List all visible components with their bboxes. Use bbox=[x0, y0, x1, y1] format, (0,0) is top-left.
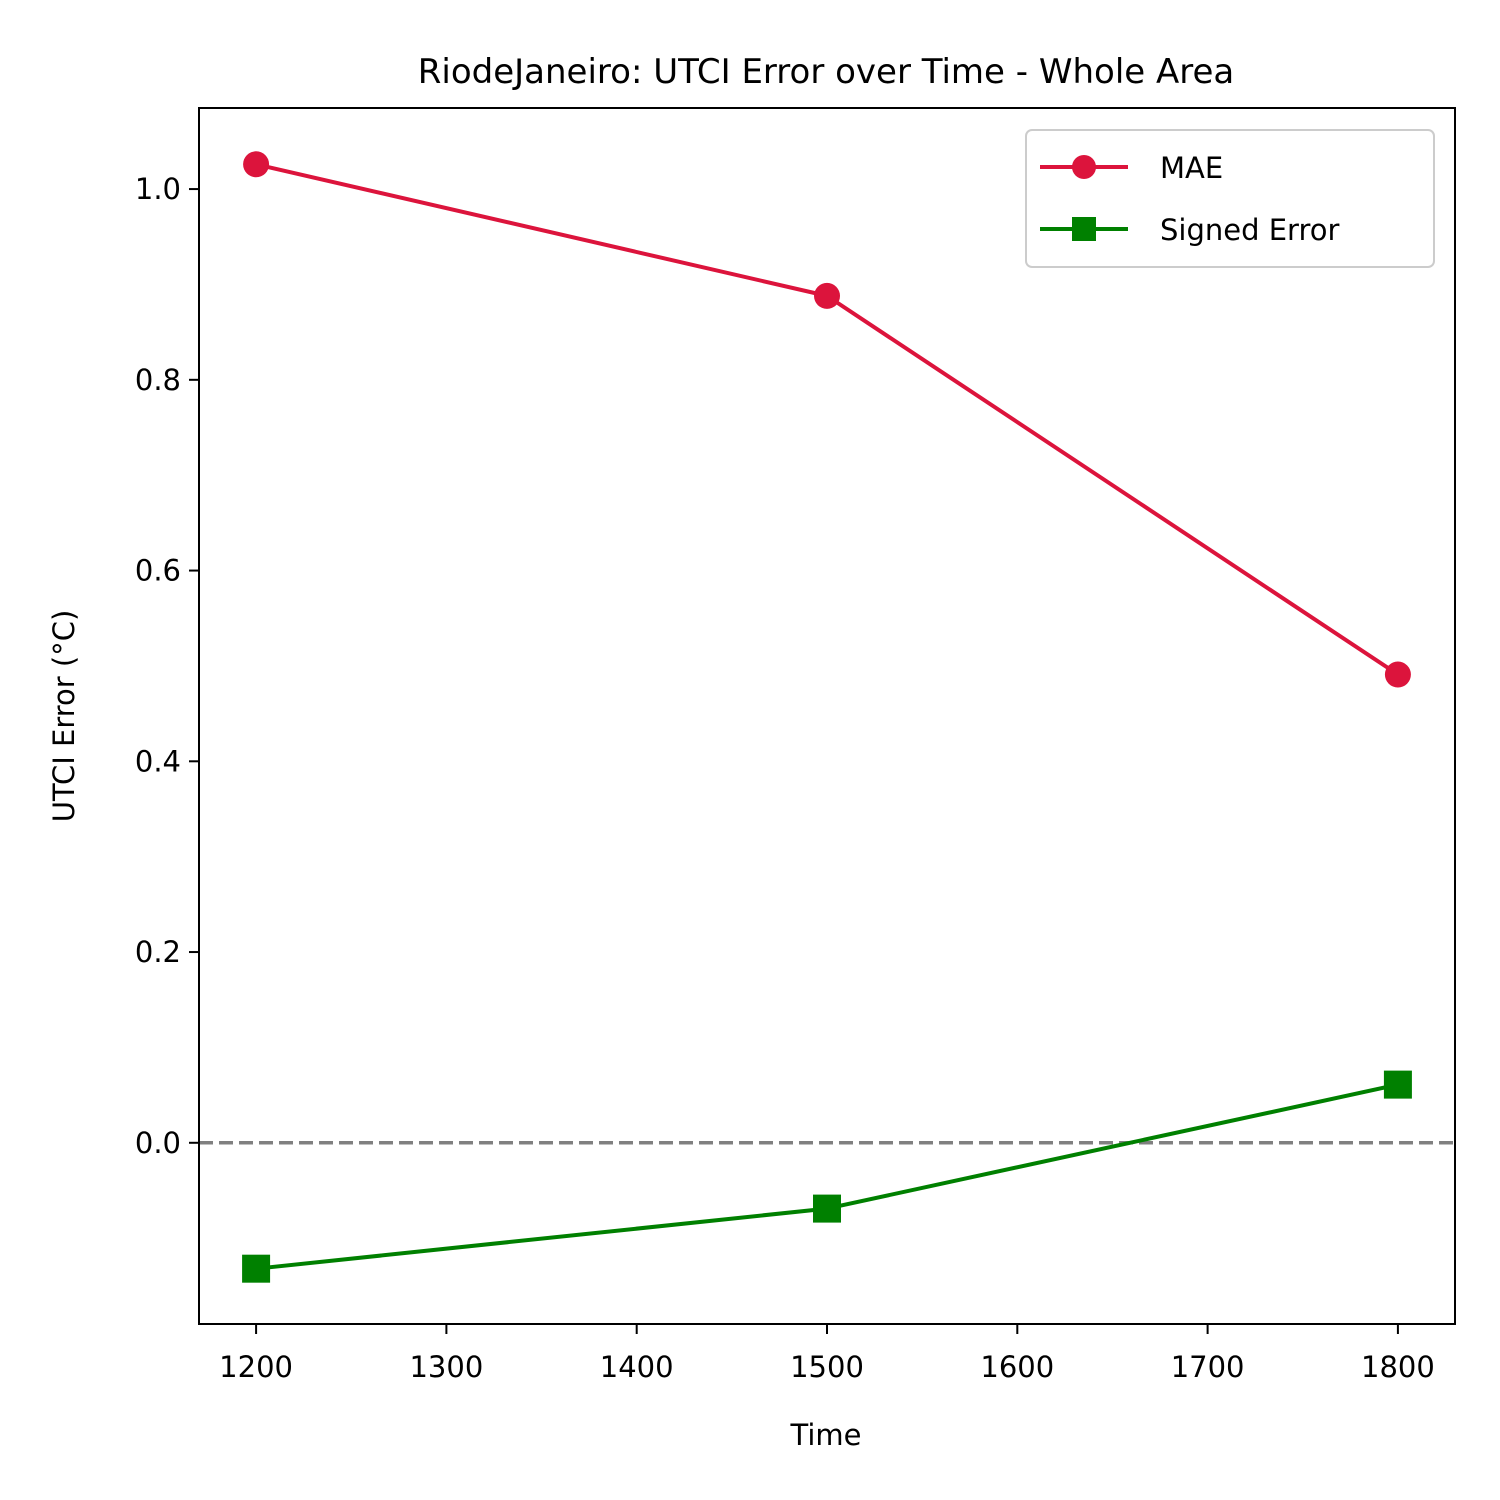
y-tick-label: 1.0 bbox=[135, 172, 181, 206]
x-tick-label: 1300 bbox=[409, 1350, 483, 1384]
y-tick-label: 0.6 bbox=[135, 554, 181, 588]
chart-title: RiodeJaneiro: UTCI Error over Time - Who… bbox=[418, 52, 1234, 92]
x-tick-label: 1200 bbox=[219, 1350, 293, 1384]
legend-marker-signed-error bbox=[1072, 217, 1096, 241]
legend-label-mae: MAE bbox=[1160, 151, 1223, 185]
y-tick-label: 0.4 bbox=[135, 744, 181, 778]
y-axis: 0.0 0.2 0.4 0.6 0.8 1.0 bbox=[135, 172, 199, 1160]
data-point-signed-error bbox=[813, 1194, 841, 1223]
y-tick-label: 0.0 bbox=[135, 1126, 181, 1160]
y-axis-label: UTCI Error (°C) bbox=[47, 610, 81, 823]
legend-item-mae: MAE bbox=[1040, 151, 1223, 185]
x-axis: 1200 1300 1400 1500 1600 1700 1800 bbox=[219, 1324, 1435, 1384]
x-tick-label: 1400 bbox=[600, 1350, 674, 1384]
data-point-signed-error bbox=[1383, 1070, 1412, 1099]
x-axis-label: Time bbox=[790, 1418, 862, 1452]
legend-label-signed-error: Signed Error bbox=[1160, 213, 1339, 247]
x-tick-label: 1700 bbox=[1171, 1350, 1245, 1384]
series-layer bbox=[242, 151, 1412, 1283]
legend-item-signed-error: Signed Error bbox=[1040, 213, 1339, 247]
data-point-mae bbox=[814, 282, 840, 309]
x-tick-label: 1800 bbox=[1361, 1350, 1435, 1384]
x-tick-label: 1600 bbox=[980, 1350, 1054, 1384]
data-point-mae bbox=[1384, 661, 1411, 688]
y-tick-label: 0.2 bbox=[135, 935, 181, 969]
legend-box bbox=[1025, 129, 1435, 268]
legend-marker-mae bbox=[1072, 155, 1096, 179]
data-point-mae bbox=[243, 151, 270, 178]
series-line-signed-error bbox=[255, 1082, 1399, 1271]
y-tick-label: 0.8 bbox=[135, 363, 181, 397]
data-point-signed-error bbox=[242, 1254, 271, 1283]
x-tick-label: 1500 bbox=[790, 1350, 864, 1384]
legend: MAE Signed Error bbox=[1025, 129, 1435, 268]
